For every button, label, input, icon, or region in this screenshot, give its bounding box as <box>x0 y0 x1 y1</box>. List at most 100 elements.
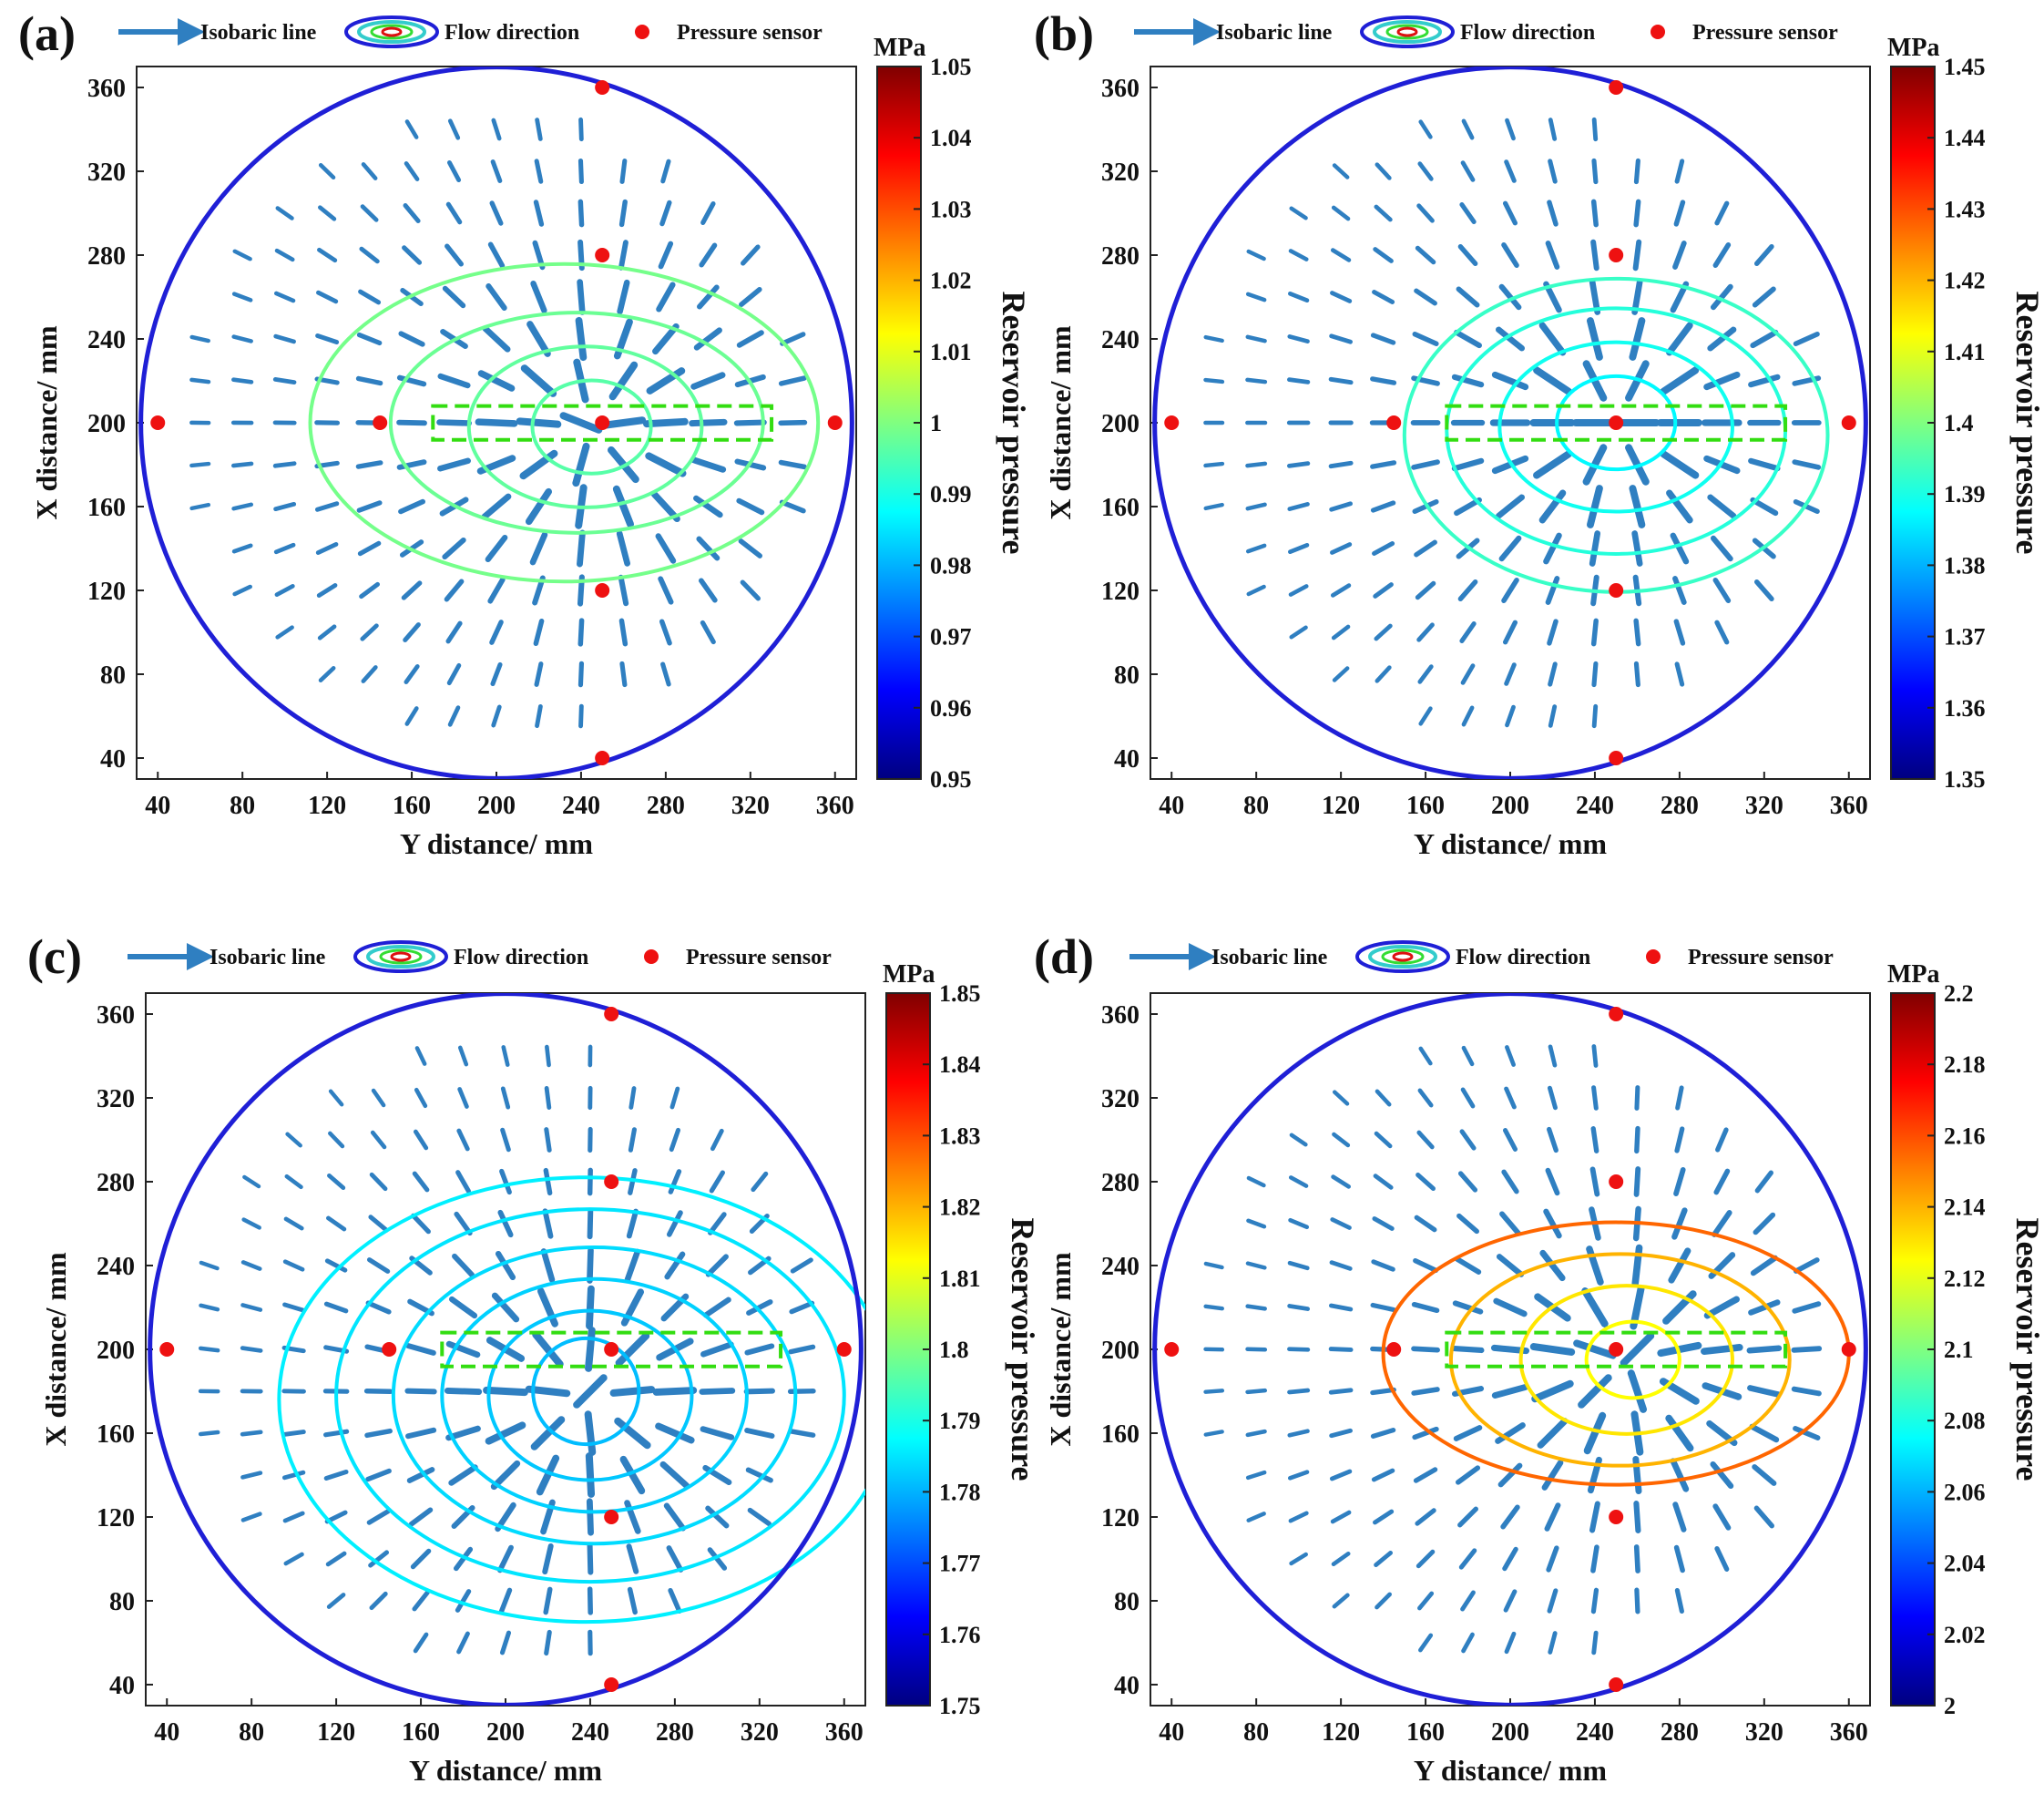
flow-vector <box>273 291 296 303</box>
flow-vector <box>693 495 723 518</box>
flow-vector <box>652 323 680 355</box>
x-tick-label: 80 <box>1243 1718 1269 1747</box>
reservoir-boundary <box>138 67 854 779</box>
y-tick-label: 40 <box>100 745 126 774</box>
flow-vector <box>1502 1128 1518 1152</box>
flow-vector <box>1451 374 1485 388</box>
flow-vector <box>500 1086 511 1110</box>
flow-vector <box>1712 578 1732 603</box>
flow-vector <box>1496 494 1525 519</box>
flow-vector <box>1415 1508 1436 1526</box>
flow-vector <box>1460 160 1476 182</box>
colorbar-unit: MPa <box>1887 960 1940 989</box>
legend-sensor-label: Pressure sensor <box>677 21 823 45</box>
flow-vector <box>457 1087 469 1109</box>
flow-vector <box>690 372 726 390</box>
x-tick-label: 240 <box>562 792 600 820</box>
flow-vector <box>699 1388 736 1395</box>
flow-vector <box>1633 1544 1640 1573</box>
colorbar-tick-label: 1.37 <box>1944 624 1986 651</box>
x-tick-label: 320 <box>1745 1718 1783 1747</box>
y-tick-label: 320 <box>1101 159 1140 187</box>
flow-vector <box>240 1430 263 1437</box>
flow-vector <box>1372 541 1395 556</box>
flow-vector <box>1461 705 1475 727</box>
flow-vector <box>1791 1346 1823 1353</box>
flow-vector <box>1631 279 1643 315</box>
flow-vector <box>1460 1087 1476 1109</box>
flow-vector <box>1792 459 1822 470</box>
flow-vector <box>1245 1304 1267 1311</box>
legend-isobaric-label: Isobaric line <box>210 946 326 969</box>
flow-vector <box>240 1260 262 1271</box>
colorbar-tick-label: 1.84 <box>939 1051 981 1078</box>
flow-vector <box>1372 1216 1395 1231</box>
flow-vector <box>1703 1296 1740 1319</box>
flow-vector <box>1331 205 1351 221</box>
x-tick-label: 280 <box>656 1718 694 1747</box>
flow-vector <box>1411 459 1440 470</box>
flow-vector <box>572 442 590 487</box>
flow-vector <box>1417 664 1434 684</box>
x-tick-label: 200 <box>1491 792 1529 820</box>
legend-contour-icon <box>1396 26 1418 37</box>
flow-vector <box>487 241 506 269</box>
colorbar-tick-label: 1.42 <box>1944 268 1986 294</box>
flow-vector <box>231 334 253 343</box>
flow-vector <box>1375 665 1392 683</box>
flow-vector <box>316 583 338 598</box>
flow-vector <box>705 1505 730 1529</box>
flow-vector <box>1457 1506 1478 1528</box>
flow-vector <box>533 618 545 647</box>
colorbar-tick-label: 1.36 <box>1944 695 1986 722</box>
colorbar-tick-label: 1.76 <box>939 1622 981 1648</box>
panel-label: (a) <box>18 6 76 61</box>
flow-vector <box>1545 1167 1560 1196</box>
pressure-sensor <box>382 1342 397 1357</box>
legend-contour-icon <box>379 948 423 965</box>
flow-vector <box>457 1045 469 1067</box>
flow-vector <box>619 1455 646 1495</box>
flow-vector <box>281 1470 306 1481</box>
flow-vector <box>1586 485 1603 528</box>
flow-vector <box>325 1551 347 1567</box>
flow-vector <box>1752 286 1776 308</box>
flow-vector <box>1545 241 1560 270</box>
flow-vector <box>1674 661 1685 687</box>
flow-vector <box>456 1631 470 1655</box>
flow-vector <box>1504 159 1517 183</box>
flow-vector <box>1753 1505 1774 1529</box>
legend-sensor-label: Pressure sensor <box>686 946 832 969</box>
flow-vector <box>1454 1256 1482 1275</box>
flow-vector <box>1590 1587 1599 1614</box>
flow-vector <box>1675 1085 1684 1111</box>
flow-vector <box>745 1467 773 1483</box>
colorbar-tick-label: 2.16 <box>1944 1122 1986 1149</box>
x-tick-label: 120 <box>317 1718 355 1747</box>
flow-vector <box>1246 1512 1266 1522</box>
flow-vector <box>1754 1170 1773 1194</box>
flow-vector <box>1370 1387 1396 1396</box>
flow-vector <box>747 1507 772 1527</box>
flow-vector <box>1289 1552 1308 1566</box>
colorbar-tick-label: 2 <box>1944 1693 1956 1719</box>
y-tick-label: 360 <box>1101 75 1140 103</box>
pressure-sensor <box>595 248 610 262</box>
flow-vector <box>624 1248 641 1283</box>
flow-vector <box>364 1428 393 1439</box>
flow-vector <box>475 418 518 427</box>
flow-vector <box>1632 239 1642 272</box>
flow-vector <box>1710 1461 1734 1490</box>
y-tick-label: 360 <box>1101 1001 1140 1030</box>
isobaric-line <box>466 344 704 509</box>
flow-vector <box>1590 1544 1599 1573</box>
flow-vector <box>709 1170 725 1194</box>
y-tick-label: 120 <box>1101 1504 1140 1532</box>
flow-vector <box>789 1300 815 1315</box>
flow-vector <box>1710 535 1733 562</box>
reservoir-boundary <box>148 993 864 1706</box>
legend-contour-icon <box>357 20 426 44</box>
flow-vector <box>1670 532 1690 565</box>
flow-vector <box>544 1086 552 1110</box>
flow-vector <box>743 1388 776 1395</box>
